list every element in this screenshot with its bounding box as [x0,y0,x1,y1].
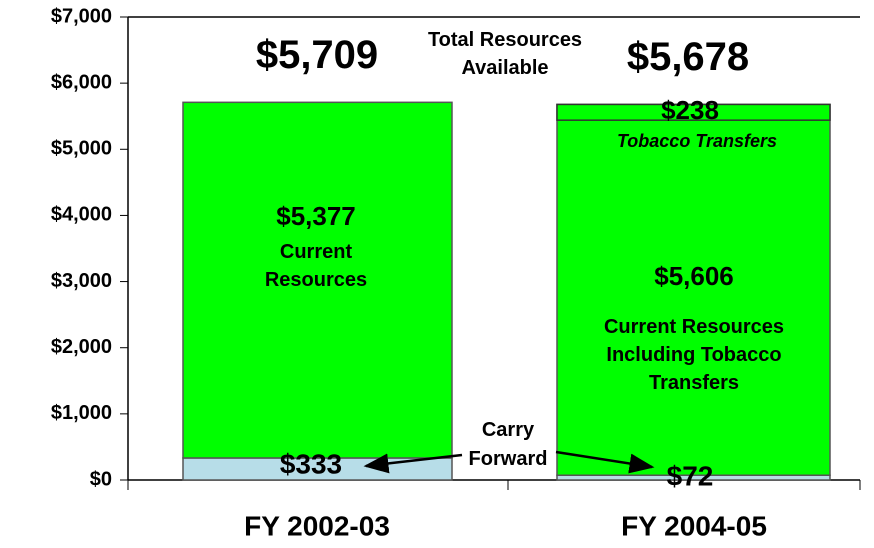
y-tick-label: $0 [90,468,112,490]
x-tick-label: FY 2004-05 [621,510,767,541]
arrow [363,453,463,474]
arrow [555,450,655,474]
total-label: $5,678 [627,35,749,79]
overlay-name: Tobacco Transfers [617,131,777,151]
value-label: $5,377 [276,201,356,231]
y-tick-label: $5,000 [51,138,112,160]
value-label: $72 [667,460,714,491]
total-title: Total Resources Available [427,29,583,79]
y-tick-label: $4,000 [51,204,112,226]
value-label: $238 [661,95,719,125]
y-tick-label: $7,000 [51,5,112,27]
segment-label: Current Resources Including Tobacco Tran… [603,316,785,394]
segment-label: Current Resources [264,241,368,291]
bar-segment [556,103,831,476]
bar-segment [182,101,453,459]
total-label: $5,709 [256,33,378,77]
y-tick-label: $3,000 [51,270,112,292]
carry-forward-label: Carry Forward [468,419,548,470]
x-tick-label: FY 2002-03 [244,510,390,541]
value-label: $333 [280,448,342,479]
y-tick-label: $6,000 [51,71,112,93]
y-tick-label: $1,000 [51,402,112,424]
tobacco-segment [556,103,831,121]
y-tick-label: $2,000 [51,336,112,358]
value-label: $5,606 [654,261,734,291]
